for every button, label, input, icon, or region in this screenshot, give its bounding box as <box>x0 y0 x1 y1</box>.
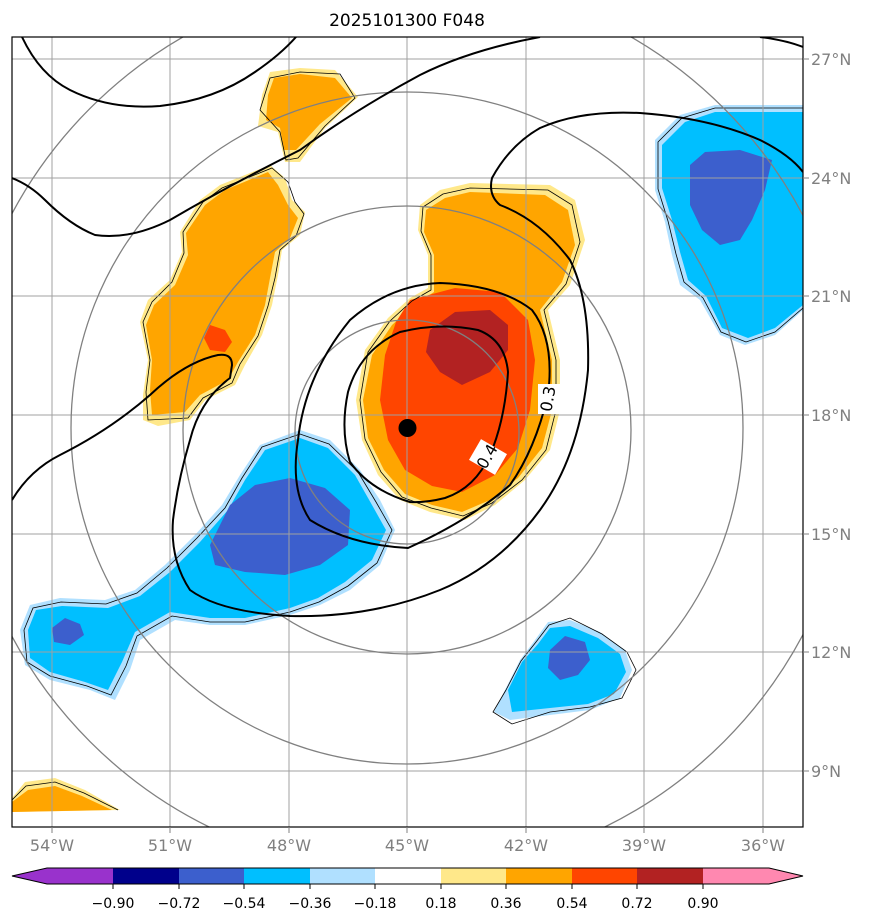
lat-tick-label: 24°N <box>811 169 851 188</box>
shaded-region-red-orange <box>204 325 232 352</box>
contour-label-halo <box>469 439 507 475</box>
colorbar-tick-label: 0.18 <box>425 896 456 912</box>
lon-tick-label: 54°W <box>30 836 74 855</box>
colorbar-segment <box>244 868 310 884</box>
outline-contour <box>492 617 637 725</box>
contour-labels: 0.3 0.4 <box>469 384 560 475</box>
colorbar-segment <box>179 868 244 884</box>
colorbar-tick-label: 0.36 <box>490 896 521 912</box>
shaded-region-royal-blue <box>548 636 590 680</box>
storm-center-marker <box>398 419 417 437</box>
shaded-region-royal-blue <box>210 478 350 575</box>
colorbar-extend-high <box>769 868 803 884</box>
lat-tick-label: 18°N <box>811 406 851 425</box>
colorbar: −0.90 −0.72 −0.54 −0.36 −0.18 0.18 0.36 … <box>11 867 804 912</box>
range-ring <box>182 205 632 655</box>
map-layers: 0.3 0.4 <box>12 37 803 827</box>
colorbar-segment <box>572 868 637 884</box>
lon-tick-label: 42°W <box>504 836 548 855</box>
lat-axis: 27°N 24°N 21°N 18°N 15°N 12°N 9°N <box>803 50 851 781</box>
colorbar-tick-label: −0.90 <box>92 896 135 912</box>
contour-line <box>12 111 803 618</box>
shaded-region-orange <box>146 172 298 415</box>
lat-tick-label: 12°N <box>811 643 851 662</box>
shaded-region-royal-blue <box>52 618 84 645</box>
colorbar-extend-low <box>12 868 47 884</box>
contour-line <box>343 325 510 504</box>
colorbar-tick-label: 0.54 <box>556 896 587 912</box>
colorbar-tick-label: −0.72 <box>158 896 201 912</box>
colorbar-segment <box>703 868 769 884</box>
outline-contour <box>142 167 305 421</box>
colorbar-segment <box>113 868 179 884</box>
colorbar-tick-label: 0.72 <box>621 896 652 912</box>
colorbar-outline <box>11 867 804 885</box>
shaded-region-orange <box>266 74 352 150</box>
lon-axis: 54°W 51°W 48°W 45°W 42°W 39°W 36°W <box>30 827 785 855</box>
outline-contour <box>359 187 581 517</box>
lon-tick-label: 48°W <box>267 836 311 855</box>
colorbar-tick-label: 0.90 <box>687 896 718 912</box>
contour-label-halo <box>538 384 560 414</box>
map-title: 2025101300 F048 <box>329 11 485 31</box>
lon-tick-label: 39°W <box>622 836 666 855</box>
contour-line <box>21 37 297 108</box>
lon-tick-label: 45°W <box>385 836 429 855</box>
colorbar-segment <box>506 868 572 884</box>
lat-tick-label: 15°N <box>811 525 851 544</box>
outline-contour <box>259 71 356 161</box>
lon-tick-label: 36°W <box>741 836 785 855</box>
colorbar-segment <box>310 868 375 884</box>
contour-line <box>12 37 541 237</box>
range-ring <box>70 91 744 765</box>
colorbar-tick-label: −0.36 <box>289 896 332 912</box>
shaded-region-orange <box>12 786 112 812</box>
contour-line <box>294 281 551 550</box>
colorbar-segment <box>441 868 506 884</box>
lat-tick-label: 27°N <box>811 50 851 69</box>
range-ring <box>294 319 520 545</box>
colorbar-tick-label: −0.18 <box>354 896 397 912</box>
shaded-region-dark-red <box>426 310 508 385</box>
range-rings <box>12 37 803 827</box>
outline-contour <box>23 433 393 696</box>
colorbar-segment <box>47 868 113 884</box>
outline-contour <box>657 107 803 343</box>
lat-tick-label: 9°N <box>811 762 841 781</box>
outline-contour <box>12 781 119 811</box>
colorbar-segment <box>375 868 441 884</box>
shading-outlines <box>12 71 803 811</box>
colorbar-tick-label: −0.54 <box>223 896 266 912</box>
shaded-region-royal-blue <box>690 150 772 245</box>
colorbar-segment <box>637 868 703 884</box>
lat-tick-label: 21°N <box>811 287 851 306</box>
lon-tick-label: 51°W <box>148 836 192 855</box>
gridlines <box>12 37 803 827</box>
contour-label-0-3: 0.3 <box>536 385 559 413</box>
